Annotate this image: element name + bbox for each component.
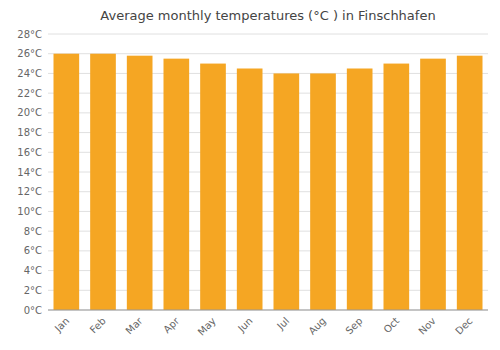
grid-line [48, 34, 488, 35]
y-tick-label: 18°C [17, 127, 42, 138]
y-tick-label: 22°C [17, 88, 42, 99]
x-tick-label: Apr [161, 315, 182, 336]
x-tick-label: Mar [123, 315, 145, 337]
grid [48, 34, 488, 310]
chart-container: 0°C 2°C 4°C 6°C 8°C 10°C 12°C 14°C 16°C 18°C 20°C 2… [0, 0, 500, 350]
chart-title: Average monthly temperatures (°C ) in Fi… [100, 8, 435, 23]
bar [310, 73, 336, 310]
bar [420, 59, 446, 310]
y-tick-label: 28°C [17, 29, 42, 40]
y-tick-label: 2°C [24, 285, 42, 296]
bar [384, 64, 410, 310]
y-tick-label: 4°C [24, 265, 42, 276]
y-tick-label: 6°C [24, 245, 42, 256]
bars [54, 54, 483, 310]
x-axis-line [48, 310, 488, 311]
bar [274, 73, 300, 310]
y-tick-label: 10°C [17, 206, 42, 217]
bar [457, 56, 483, 310]
x-tick-label: Oct [381, 315, 401, 335]
y-tick-label: 26°C [17, 48, 42, 59]
bar [164, 59, 190, 310]
y-tick-label: 12°C [17, 186, 42, 197]
x-tick-label: Nov [416, 315, 438, 337]
x-tick-label: Jul [274, 315, 291, 332]
bar [347, 69, 373, 311]
x-tick-label: Jan [52, 315, 71, 334]
x-tick-label: Dec [453, 315, 474, 336]
y-tick-label: 8°C [24, 226, 42, 237]
x-tick-label: May [196, 315, 218, 337]
chart-svg: 0°C 2°C 4°C 6°C 8°C 10°C 12°C 14°C 16°C 18°C 20°C 2… [0, 0, 500, 350]
y-tick-label: 14°C [17, 167, 42, 178]
x-tick-label: Aug [306, 315, 328, 337]
bar [200, 64, 226, 310]
bar [237, 69, 263, 311]
x-tick-label: Sep [344, 315, 365, 336]
bar [54, 54, 80, 310]
y-tick-label: 20°C [17, 107, 42, 118]
y-tick-label: 0°C [24, 305, 42, 316]
bar [90, 54, 116, 310]
grid-line [48, 310, 488, 311]
y-tick-label: 16°C [17, 147, 42, 158]
y-tick-label: 24°C [17, 68, 42, 79]
x-tick-label: Jun [235, 315, 255, 335]
x-tick-label: Feb [88, 315, 108, 335]
bar [127, 56, 153, 310]
